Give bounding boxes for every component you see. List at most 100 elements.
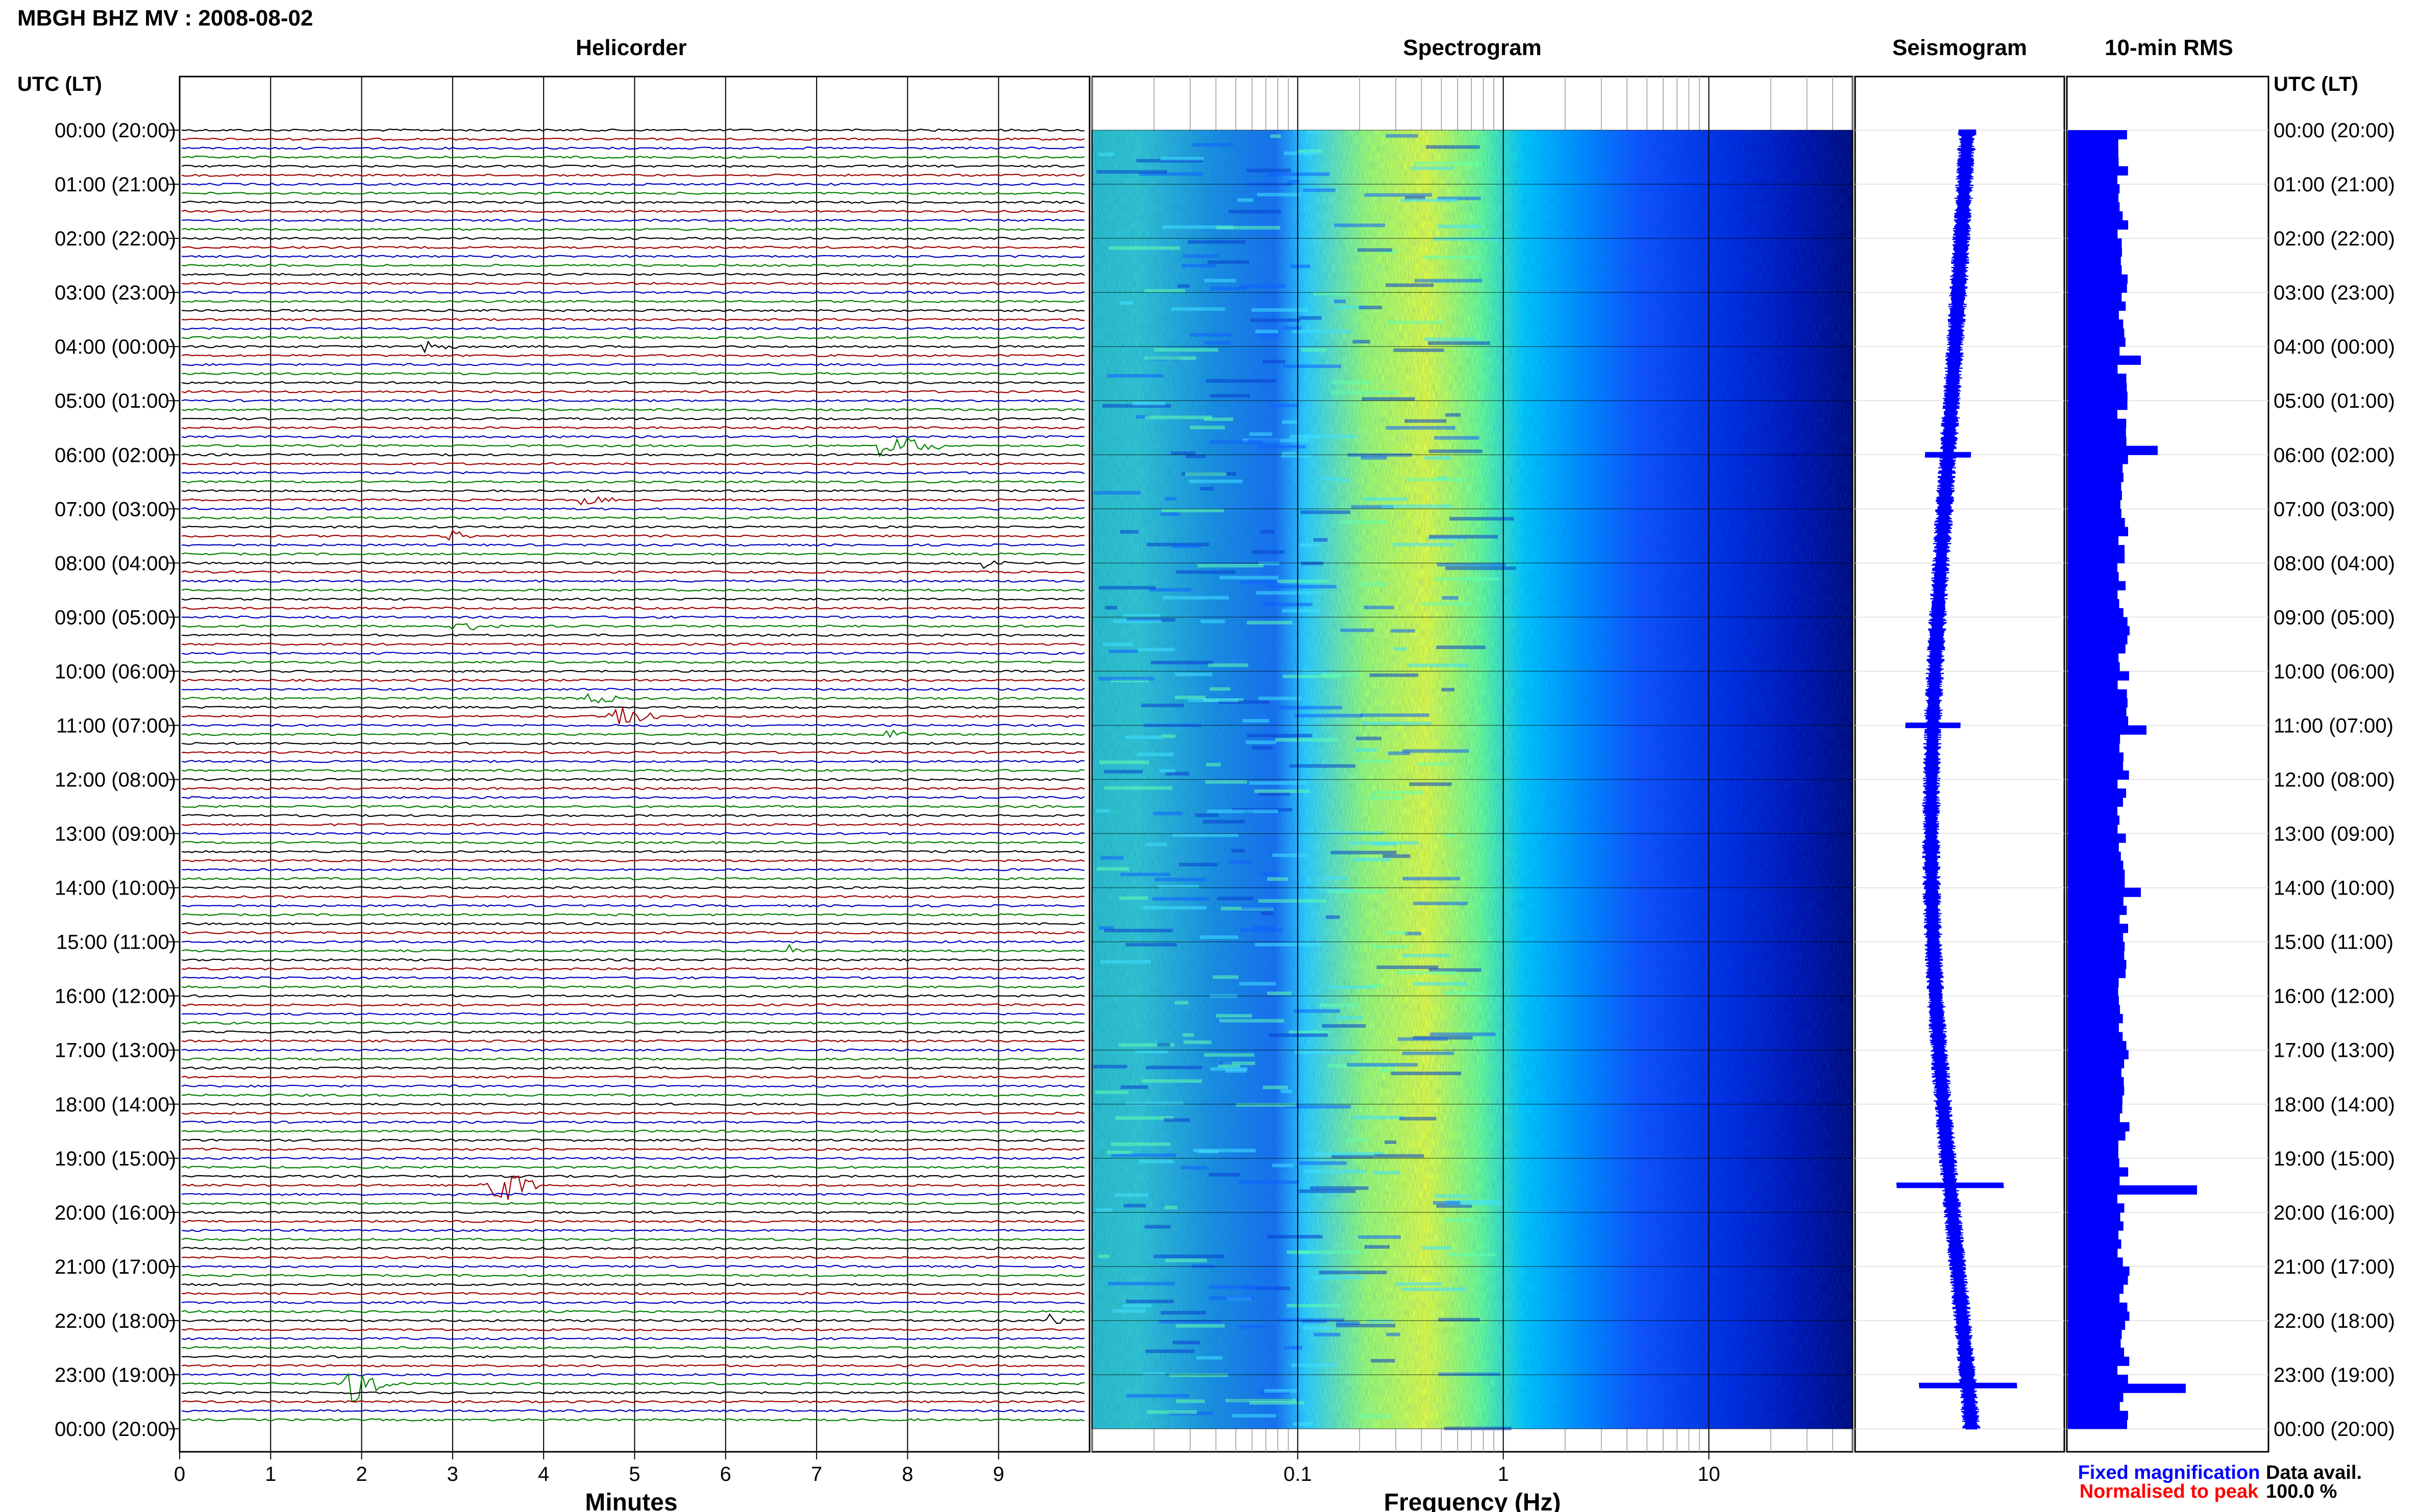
spectrogram-streak [1379,1069,1395,1073]
helicorder-trace [181,1175,1085,1200]
rms-bar [2068,256,2121,266]
rms-bar [2068,590,2118,600]
spectrogram-streak [1146,1065,1202,1070]
spectrogram-streak [1216,1014,1252,1018]
spectrogram-streak [1198,1150,1219,1154]
helicorder-trace [181,1138,1085,1142]
spectrogram-streak [1386,283,1434,287]
time-label-right: 14:00 (10:00) [2274,877,2395,900]
spectrogram-streak [1123,1204,1146,1208]
spectrogram-streak [1449,517,1514,521]
spectrogram-streak [1210,394,1250,398]
rms-bar [2068,608,2124,617]
frequency-tick-label: 1 [1498,1463,1509,1485]
spectrogram-streak [1232,1414,1276,1418]
rms-bar [2068,1221,2124,1231]
spectrogram-streak [1153,1254,1224,1258]
helicorder-trace [181,480,1085,484]
minute-tick-label: 9 [993,1463,1004,1485]
spectrogram-streak [1135,1050,1168,1054]
helicorder-trace [181,436,1085,458]
data-avail-value: 100.0 % [2266,1481,2337,1502]
rms-bar [2068,725,2146,735]
spectrogram-streak [1321,673,1359,677]
spectrogram-streak [1110,1142,1171,1146]
spectrogram-streak [1243,1286,1276,1290]
spectrogram-streak [1402,877,1460,881]
spectrogram-streak [1165,1258,1207,1262]
spectrogram-streak [1281,452,1296,456]
spectrogram-streak [1250,318,1300,322]
rms-bar [2068,1005,2120,1014]
helicorder-trace [181,1418,1085,1422]
helicorder-trace [181,623,1085,631]
spectrogram-streak [1200,935,1239,939]
spectrogram-streak [1293,1009,1340,1013]
spectrogram-streak [1437,196,1481,201]
spectrogram-streak [1388,751,1410,755]
spectrogram-streak [1357,1414,1390,1418]
helicorder-trace [181,507,1085,511]
spectrogram-streak [1189,333,1231,337]
spectrogram-streak [1414,279,1483,283]
spectrogram-streak [1188,698,1239,702]
spectrogram-streak [1292,330,1352,334]
spectrogram-streak [1171,451,1195,455]
spectrogram-streak [1098,677,1154,681]
spectrogram-streak [1420,602,1471,606]
rms-bar [2068,130,2127,140]
helicorder-trace [181,1129,1085,1133]
spectrogram-streak [1219,1019,1285,1023]
rms-bar [2068,1194,2117,1204]
helicorder-trace [181,272,1085,276]
helicorder-trace [181,1237,1085,1242]
spectrogram-streak [1120,1085,1148,1089]
seismogram-title: Seismogram [1892,35,2027,60]
spectrogram-streak [1394,647,1407,651]
spectrogram-streak [1208,663,1248,667]
spectrogram-streak [1207,260,1249,264]
rms-bar [2068,346,2120,356]
spectrogram-streak [1185,472,1227,476]
rms-bar [2068,996,2119,1005]
helicorder-trace [181,191,1085,195]
helicorder-trace [181,1066,1085,1070]
spectrogram-streak [1193,1149,1256,1153]
rms-bar [2068,1068,2121,1078]
spectrogram-streak [1437,563,1507,566]
helicorder-trace [181,381,1085,385]
spectrogram-streak [1368,1319,1394,1323]
spectrogram-streak [1098,153,1115,157]
spectrogram-streak [1100,960,1151,964]
time-label-left: 13:00 (09:00) [55,823,176,846]
minute-tick-label: 0 [174,1463,185,1485]
rms-bar [2068,969,2126,978]
rms-bar [2068,978,2119,987]
helicorder-trace [181,1102,1085,1106]
rms-bar [2068,1302,2128,1312]
spectrogram-streak [1444,991,1485,995]
utc-label-right: UTC (LT) [2274,73,2358,95]
spectrogram-streak [1157,1043,1171,1047]
helicorder-trace [181,1301,1085,1304]
spectrogram-streak [1136,159,1203,163]
rms-bar [2068,473,2124,482]
spectrogram-streak [1261,911,1274,915]
rms-bar [2068,788,2127,798]
spectrogram-streak [1291,1363,1338,1367]
helicorder-trace [181,868,1085,872]
spectrogram-streak [1336,1321,1360,1325]
spectrogram-streak [1272,1163,1294,1168]
spectrogram-streak [1287,1304,1342,1308]
spectrogram-streak [1303,188,1336,192]
time-label-right: 19:00 (15:00) [2274,1148,2395,1170]
rms-bar [2068,1041,2127,1051]
spectrogram-streak [1183,1040,1212,1044]
spectrogram-streak [1280,1089,1293,1094]
spectrogram-streak [1362,397,1415,401]
spectrogram-streak [1299,1189,1356,1193]
spectrogram-streak [1144,356,1196,360]
rms-bar [2068,987,2118,997]
rms-bar [2068,536,2119,546]
spectrogram-streak [1332,380,1372,384]
